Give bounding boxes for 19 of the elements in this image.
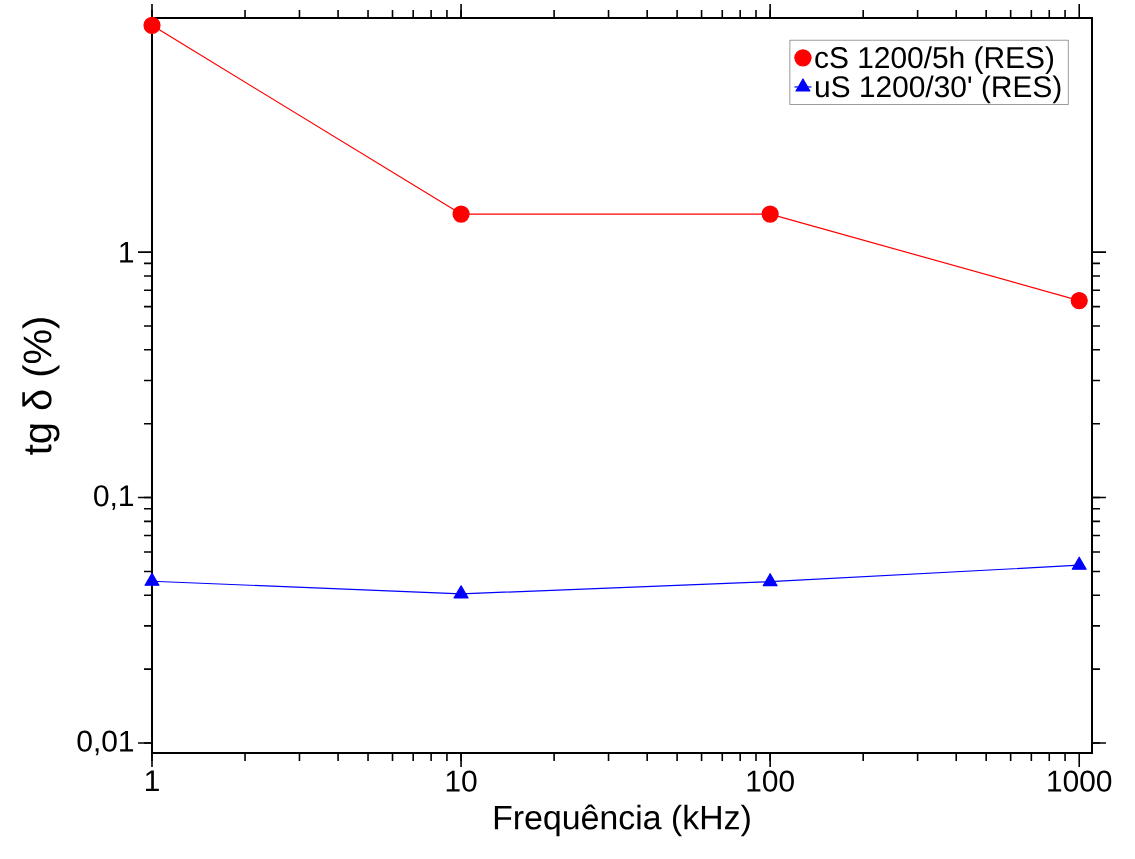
- point: [1071, 556, 1087, 570]
- x-tick-label: 1000: [1048, 770, 1112, 792]
- point: [762, 573, 778, 587]
- legend-label: uS 1200/30' (RES): [815, 75, 1061, 104]
- y-tick-label: 1: [120, 241, 134, 263]
- point: [144, 572, 160, 586]
- x-tick-label: 10: [446, 770, 477, 792]
- legend-label: cS 1200/5h (RES): [815, 46, 1054, 75]
- point: [1070, 291, 1088, 310]
- y-axis-title: tg δ (%): [22, 318, 60, 455]
- x-tick-label: 100: [747, 770, 794, 792]
- y-tick-label: 0,01: [77, 730, 134, 756]
- point: [143, 16, 161, 34]
- point: [452, 205, 470, 223]
- y-tick-label: 0,1: [94, 485, 134, 510]
- x-axis-title: Frequência (kHz): [494, 804, 750, 837]
- point: [761, 205, 779, 223]
- point: [453, 585, 469, 599]
- x-tick-label: 1: [145, 770, 159, 792]
